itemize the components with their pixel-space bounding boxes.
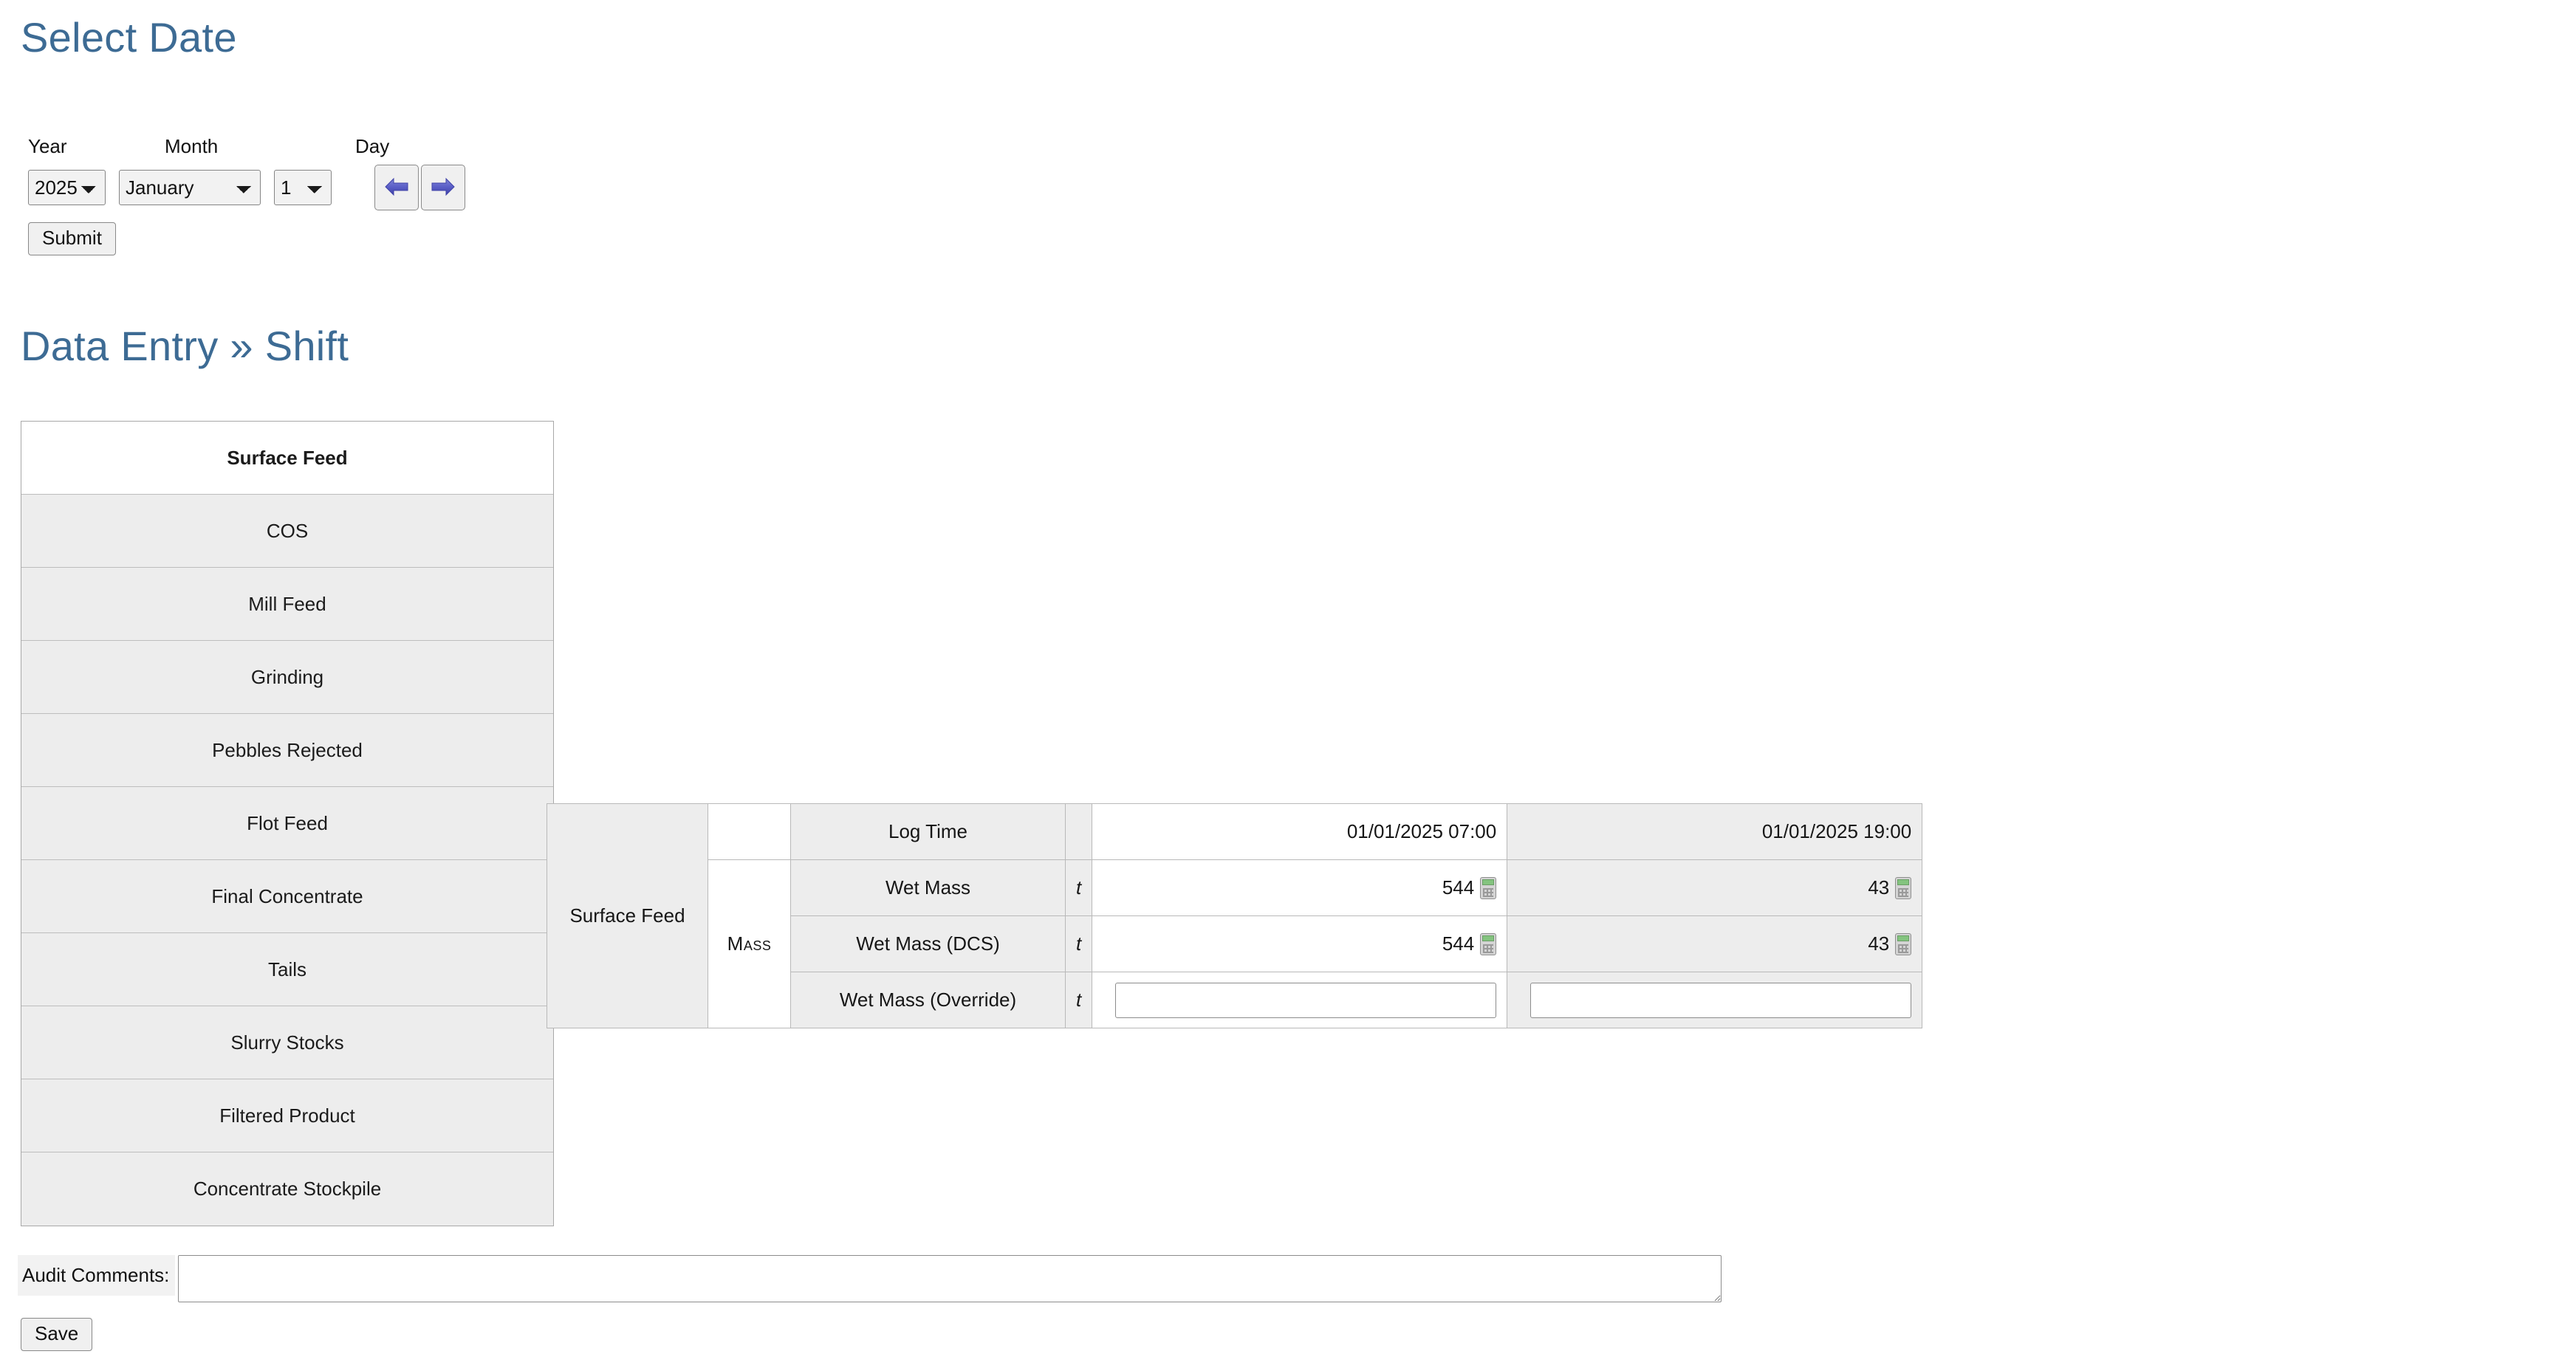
sidebar-item-label: Grinding bbox=[250, 665, 324, 688]
sidebar-item-label: Final Concentrate bbox=[211, 884, 363, 907]
date-nav-buttons bbox=[374, 165, 465, 210]
sidebar-item[interactable]: Flot Feed bbox=[21, 787, 553, 860]
page-title-select-date: Select Date bbox=[21, 14, 237, 61]
row-unit-cell-text: t bbox=[1076, 932, 1082, 955]
audit-comments-input[interactable] bbox=[178, 1255, 1722, 1302]
next-day-button[interactable] bbox=[421, 165, 465, 210]
row-unit-cell-text: t bbox=[1076, 989, 1082, 1011]
override-input-cell bbox=[1092, 972, 1508, 1028]
sidebar-item[interactable]: Filtered Product bbox=[21, 1079, 553, 1152]
sidebar-item-label: Flot Feed bbox=[247, 811, 328, 834]
sidebar-item[interactable]: Pebbles Rejected bbox=[21, 714, 553, 787]
value-cell-content: 43 bbox=[1518, 932, 1912, 955]
row-unit-cell: t bbox=[1064, 859, 1093, 916]
sidebar-item[interactable]: Concentrate Stockpile bbox=[21, 1152, 553, 1226]
sidebar-item[interactable]: Surface Feed bbox=[21, 422, 553, 495]
value-cell-content: 544 bbox=[1103, 876, 1497, 899]
sidebar-item[interactable]: Final Concentrate bbox=[21, 860, 553, 933]
sidebar-item-label: Concentrate Stockpile bbox=[193, 1178, 382, 1200]
row-label-cell: Wet Mass (DCS) bbox=[790, 915, 1066, 972]
date-field-labels: Year Month Day bbox=[28, 129, 465, 156]
sidebar-item-label: Mill Feed bbox=[248, 592, 326, 615]
row-label-cell-text: Wet Mass bbox=[885, 876, 971, 898]
left-arrow-icon bbox=[384, 176, 409, 199]
sidebar-item[interactable]: Grinding bbox=[21, 641, 553, 714]
shift-data-table: Surface Feed Log Time 01/01/2025 07:00 01/0… bbox=[547, 803, 1923, 1028]
month-select[interactable]: January bbox=[119, 170, 261, 205]
cell-value: 43 bbox=[1868, 932, 1890, 955]
row-label-cell-text: Wet Mass (Override) bbox=[839, 989, 1017, 1011]
sidebar-item[interactable]: Slurry Stocks bbox=[21, 1006, 553, 1079]
row-unit-cell: t bbox=[1064, 972, 1093, 1028]
row-label-cell: Wet Mass bbox=[790, 859, 1066, 916]
wet-mass-override-input[interactable] bbox=[1530, 982, 1912, 1018]
sidebar-item-label: Pebbles Rejected bbox=[212, 738, 363, 761]
value-cell: 544 bbox=[1092, 915, 1508, 972]
calculator-icon[interactable] bbox=[1895, 932, 1912, 955]
column-header-cell: 01/01/2025 07:00 bbox=[1092, 803, 1508, 860]
subgroup-label-cell: Mass bbox=[708, 859, 791, 1028]
log-time-label-cell-text: Log Time bbox=[888, 820, 967, 842]
sidebar-item-label: Surface Feed bbox=[227, 446, 348, 469]
value-cell: 43 bbox=[1507, 859, 1923, 916]
day-select[interactable]: 1 bbox=[274, 170, 332, 205]
right-arrow-icon bbox=[431, 176, 456, 199]
cell-value: 544 bbox=[1442, 876, 1475, 898]
row-label-cell: Wet Mass (Override) bbox=[790, 972, 1066, 1028]
submit-button[interactable]: Submit bbox=[28, 222, 116, 255]
column-header-cell-text: 01/01/2025 07:00 bbox=[1346, 820, 1497, 842]
sidebar-item-label: Tails bbox=[267, 958, 306, 980]
override-input-cell bbox=[1507, 972, 1923, 1028]
month-label: Month bbox=[165, 135, 219, 157]
calculator-icon[interactable] bbox=[1480, 876, 1497, 899]
group-label-cell: Surface Feed bbox=[547, 803, 708, 1028]
unit-spacer-cell bbox=[1064, 803, 1093, 860]
value-cell-content: 43 bbox=[1518, 876, 1912, 899]
calculator-icon[interactable] bbox=[1895, 876, 1912, 899]
row-unit-cell: t bbox=[1064, 915, 1093, 972]
date-controls-row: 2025 January 1 bbox=[28, 165, 465, 210]
previous-day-button[interactable] bbox=[374, 165, 419, 210]
day-label: Day bbox=[355, 135, 390, 157]
table-row: Wet Mass (DCS) t 544 43 bbox=[547, 915, 1923, 972]
sidebar-item-label: COS bbox=[266, 519, 309, 542]
subgroup-label-cell-text: Mass bbox=[727, 932, 772, 955]
row-unit-cell-text: t bbox=[1076, 876, 1082, 898]
sidebar-item[interactable]: Mill Feed bbox=[21, 568, 553, 641]
calculator-icon[interactable] bbox=[1480, 932, 1497, 955]
column-header-cell: 01/01/2025 19:00 bbox=[1507, 803, 1923, 860]
year-label: Year bbox=[28, 135, 67, 157]
value-cell: 43 bbox=[1507, 915, 1923, 972]
sidebar-item-label: Filtered Product bbox=[219, 1104, 355, 1127]
table-row: Wet Mass (Override) t bbox=[547, 972, 1923, 1028]
audit-comments-label: Audit Comments: bbox=[18, 1255, 176, 1296]
shift-data-table-body: Surface Feed Log Time 01/01/2025 07:00 01/0… bbox=[547, 803, 1923, 1028]
year-select[interactable]: 2025 bbox=[28, 170, 106, 205]
column-header-cell-text: 01/01/2025 19:00 bbox=[1761, 820, 1912, 842]
row-label-cell-text: Wet Mass (DCS) bbox=[856, 932, 1000, 955]
group-label-cell-text: Surface Feed bbox=[569, 904, 685, 927]
date-picker-form: Year Month Day 2025 January 1 bbox=[28, 129, 465, 255]
cell-value: 43 bbox=[1868, 876, 1890, 898]
table-header-row: Surface Feed Log Time 01/01/2025 07:00 01/0… bbox=[547, 803, 1923, 1028]
save-button[interactable]: Save bbox=[21, 1318, 93, 1351]
sidebar-item-label: Slurry Stocks bbox=[230, 1031, 344, 1054]
audit-comments-row: Audit Comments: bbox=[18, 1255, 1722, 1302]
sidebar-item[interactable]: Tails bbox=[21, 933, 553, 1006]
sidebar-item[interactable]: COS bbox=[21, 495, 553, 568]
table-row: Mass Wet Mass t 544 43 bbox=[547, 859, 1923, 1028]
page-title-data-entry: Data Entry » Shift bbox=[21, 323, 349, 369]
log-time-label-cell: Log Time bbox=[790, 803, 1066, 860]
value-cell-content: 544 bbox=[1103, 932, 1497, 955]
wet-mass-override-input[interactable] bbox=[1115, 982, 1497, 1018]
value-cell: 544 bbox=[1092, 859, 1508, 916]
cell-value: 544 bbox=[1442, 932, 1475, 955]
section-tab-list: Surface Feed COS Mill Feed Grinding Pebbles … bbox=[21, 421, 554, 1226]
subgroup-spacer-cell bbox=[708, 803, 791, 860]
shift-data-table-container: Surface Feed Log Time 01/01/2025 07:00 01/0… bbox=[547, 803, 1923, 1028]
